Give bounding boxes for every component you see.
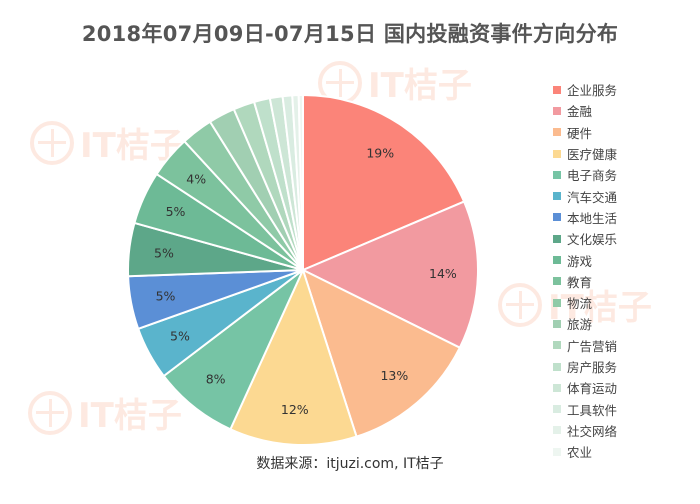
legend-label: 广告营销	[567, 338, 618, 354]
legend-item: 农业	[553, 441, 617, 462]
legend-swatch	[553, 234, 561, 243]
legend-label: 工具软件	[567, 402, 618, 418]
legend-item: 文化娱乐	[553, 228, 617, 249]
legend-item: 体育运动	[553, 377, 617, 398]
legend-item: 教育	[553, 271, 617, 292]
slice-label: 14%	[429, 266, 457, 281]
slice-label: 12%	[281, 402, 309, 417]
legend-label: 农业	[567, 445, 593, 461]
legend-label: 硬件	[567, 125, 593, 141]
legend-item: 金融	[553, 100, 617, 121]
watermark: IT桔子	[498, 280, 652, 329]
slice-label: 13%	[380, 368, 408, 383]
legend-swatch	[553, 319, 561, 328]
slice-label: 19%	[366, 145, 394, 160]
legend-label: 游戏	[567, 253, 593, 269]
legend-item: 汽车交通	[553, 185, 617, 206]
legend-item: 工具软件	[553, 398, 617, 419]
legend-item: 本地生活	[553, 207, 617, 228]
slice-label: 5%	[166, 204, 186, 219]
legend-swatch	[553, 192, 561, 201]
legend-label: 本地生活	[567, 210, 618, 226]
legend-swatch	[553, 341, 561, 350]
slice-label: 8%	[206, 371, 226, 386]
slice-label: 5%	[156, 288, 176, 303]
pie-slice	[297, 93, 304, 271]
legend-label: 旅游	[567, 317, 593, 333]
legend-item: 广告营销	[553, 335, 617, 356]
watermark: IT桔子	[28, 388, 182, 437]
legend-label: 体育运动	[567, 381, 618, 397]
pie-slice	[301, 268, 462, 438]
watermark-text: IT桔子	[368, 66, 472, 106]
legend-label: 企业服务	[567, 83, 618, 99]
slice-label: 4%	[186, 171, 206, 186]
legend-label: 房产服务	[567, 360, 618, 375]
pie-slice	[229, 267, 358, 446]
legend-item: 房产服务	[553, 356, 617, 377]
legend-label: 电子商务	[567, 168, 618, 184]
chart-title: 2018年07月09日-07月15日 国内投融资事件方向分布	[81, 22, 619, 46]
legend-swatch	[553, 405, 561, 414]
legend-swatch	[553, 106, 561, 115]
legend-item: 旅游	[553, 313, 617, 334]
pie-slice	[302, 93, 466, 272]
legend-swatch	[553, 149, 561, 158]
orange-logo-icon	[30, 120, 74, 165]
legend-swatch	[553, 298, 561, 307]
legend-item: 硬件	[553, 122, 617, 143]
pie-slice	[300, 200, 479, 350]
legend-swatch	[553, 213, 561, 222]
legend-item: 游戏	[553, 249, 617, 270]
legend-swatch	[553, 277, 561, 286]
legend-label: 金融	[567, 104, 593, 120]
legend-item: 物流	[553, 292, 617, 313]
legend-label: 社交网络	[567, 423, 618, 439]
legend-swatch	[553, 85, 561, 94]
legend-swatch	[553, 426, 561, 435]
legend-item: 企业服务	[553, 79, 617, 100]
legend-swatch	[553, 362, 561, 371]
watermark: IT桔子	[318, 58, 472, 107]
watermark-text: IT桔子	[78, 396, 182, 436]
legend-swatch	[553, 383, 561, 392]
legend-label: 物流	[567, 296, 593, 312]
legend-swatch	[553, 447, 561, 456]
legend-item: 社交网络	[553, 420, 617, 441]
watermark-text: IT桔子	[548, 288, 652, 328]
orange-logo-icon	[498, 282, 542, 327]
legend-label: 汽车交通	[567, 189, 618, 205]
legend-label: 教育	[567, 274, 593, 290]
legend-label: 文化娱乐	[567, 232, 618, 248]
slice-label: 5%	[170, 329, 190, 344]
legend-label: 医疗健康	[567, 147, 618, 163]
legend-swatch	[553, 128, 561, 137]
orange-logo-icon	[28, 390, 72, 435]
data-source: 数据来源：itjuzi.com, IT桔子	[256, 456, 444, 472]
slice-label: 5%	[154, 245, 174, 260]
legend: 企业服务金融硬件医疗健康电子商务汽车交通本地生活文化娱乐游戏教育物流旅游广告营销…	[553, 79, 617, 462]
legend-item: 电子商务	[553, 164, 617, 185]
legend-item: 医疗健康	[553, 143, 617, 164]
legend-swatch	[553, 170, 561, 179]
legend-swatch	[553, 256, 561, 265]
